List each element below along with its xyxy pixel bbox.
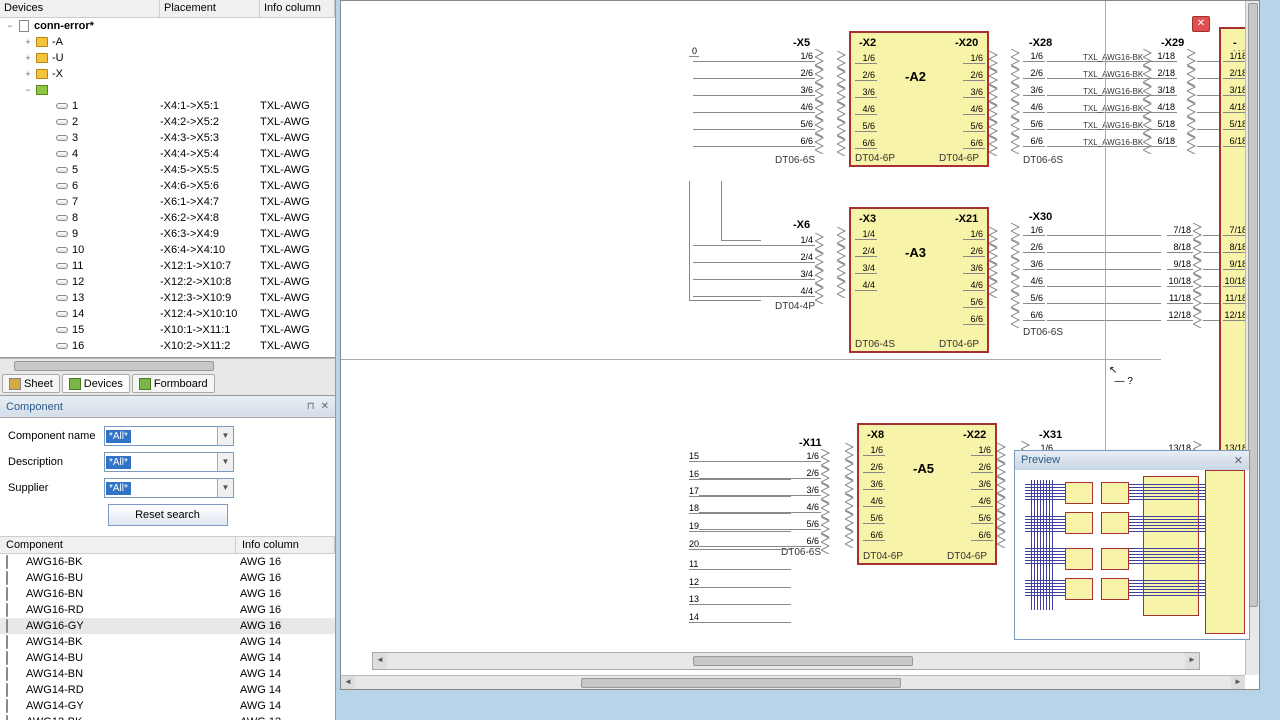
search-label: Component name [8, 430, 104, 442]
chevron-down-icon[interactable]: ▼ [217, 453, 233, 471]
tree-wire[interactable]: 7-X6:1->X4:7TXL-AWG [0, 194, 335, 210]
view-tabs: Sheet Devices Formboard [0, 372, 335, 396]
close-icon[interactable]: ✕ [321, 401, 329, 412]
component-panel-title: Component [6, 401, 63, 413]
tree-header: Devices Placement Info column [0, 0, 335, 18]
pin-icon[interactable]: ⊓ [307, 401, 315, 412]
component-row[interactable]: AWG14-BUAWG 14 [0, 650, 335, 666]
cursor-indicator: ↖ — ? [1109, 365, 1133, 387]
tree-wire[interactable]: 6-X4:6->X5:6TXL-AWG [0, 178, 335, 194]
tree-col-info[interactable]: Info column [260, 0, 335, 17]
tree-col-devices[interactable]: Devices [0, 0, 160, 17]
tree-wire[interactable]: 11-X12:1->X10:7TXL-AWG [0, 258, 335, 274]
component-panel-header: Component ⊓ ✕ [0, 396, 335, 418]
complist-col-info[interactable]: Info column [236, 537, 335, 553]
tree-wire[interactable]: 16-X10:2->X11:2TXL-AWG [0, 338, 335, 354]
tree-wire[interactable]: 3-X4:3->X5:3TXL-AWG [0, 130, 335, 146]
search-form: Component name*All*▼Description*All*▼Sup… [0, 418, 335, 536]
tree-wire[interactable]: 10-X6:4->X4:10TXL-AWG [0, 242, 335, 258]
component-row[interactable]: AWG14-GYAWG 14 [0, 698, 335, 714]
component-row[interactable]: AWG12-BKAWG 12 [0, 714, 335, 720]
tree-wires-node[interactable]: − [0, 82, 335, 98]
search-combo[interactable]: *All*▼ [104, 452, 234, 472]
search-label: Description [8, 456, 104, 468]
chevron-down-icon[interactable]: ▼ [217, 479, 233, 497]
tab-formboard[interactable]: Formboard [132, 374, 215, 393]
tab-sheet[interactable]: Sheet [2, 374, 60, 393]
tree-wire[interactable]: 1-X4:1->X5:1TXL-AWG [0, 98, 335, 114]
component-row[interactable]: AWG14-BNAWG 14 [0, 666, 335, 682]
tree-wire[interactable]: 8-X6:2->X4:8TXL-AWG [0, 210, 335, 226]
search-combo[interactable]: *All*▼ [104, 478, 234, 498]
component-row[interactable]: AWG14-RDAWG 14 [0, 682, 335, 698]
outer-hscroll[interactable]: ◄► [372, 652, 1200, 670]
preview-window[interactable]: Preview ✕ [1014, 450, 1250, 640]
search-row: Supplier*All*▼ [8, 478, 327, 498]
chevron-down-icon[interactable]: ▼ [217, 427, 233, 445]
component-row[interactable]: AWG16-BNAWG 16 [0, 586, 335, 602]
tree-wire[interactable]: 14-X12:4->X10:10TXL-AWG [0, 306, 335, 322]
tree-hscroll[interactable] [0, 358, 335, 372]
component-row[interactable]: AWG16-BKAWG 16 [0, 554, 335, 570]
search-row: Component name*All*▼ [8, 426, 327, 446]
search-label: Supplier [8, 482, 104, 494]
search-row: Description*All*▼ [8, 452, 327, 472]
tree-wire[interactable]: 13-X12:3->X10:9TXL-AWG [0, 290, 335, 306]
preview-title: Preview [1021, 454, 1060, 467]
window-close-icon[interactable]: ✕ [1192, 16, 1210, 32]
preview-header[interactable]: Preview ✕ [1015, 451, 1249, 470]
tree-wire[interactable]: 4-X4:4->X5:4TXL-AWG [0, 146, 335, 162]
tree-wire[interactable]: 2-X4:2->X5:2TXL-AWG [0, 114, 335, 130]
tree-wire[interactable]: 5-X4:5->X5:5TXL-AWG [0, 162, 335, 178]
tree-wire[interactable]: 12-X12:2->X10:8TXL-AWG [0, 274, 335, 290]
preview-body [1015, 470, 1249, 638]
tree-node[interactable]: +-A [0, 34, 335, 50]
tree-body[interactable]: −conn-error*+-A+-U+-X−1-X4:1->X5:1TXL-AW… [0, 18, 335, 358]
tab-devices[interactable]: Devices [62, 374, 130, 393]
component-row[interactable]: AWG16-RDAWG 16 [0, 602, 335, 618]
tree-wire[interactable]: 15-X10:1->X11:1TXL-AWG [0, 322, 335, 338]
complist-col-comp[interactable]: Component [0, 537, 236, 553]
preview-close-icon[interactable]: ✕ [1234, 454, 1243, 467]
canvas-hscroll[interactable]: ◄► [341, 675, 1245, 689]
tree-col-placement[interactable]: Placement [160, 0, 260, 17]
reset-search-button[interactable]: Reset search [108, 504, 228, 526]
search-combo[interactable]: *All*▼ [104, 426, 234, 446]
component-list[interactable]: AWG16-BKAWG 16AWG16-BUAWG 16AWG16-BNAWG … [0, 554, 335, 720]
component-row[interactable]: AWG14-BKAWG 14 [0, 634, 335, 650]
component-row[interactable]: AWG16-BUAWG 16 [0, 570, 335, 586]
left-panel: Devices Placement Info column −conn-erro… [0, 0, 336, 720]
component-row[interactable]: AWG16-GYAWG 16 [0, 618, 335, 634]
tree-root[interactable]: −conn-error* [0, 18, 335, 34]
tree-node[interactable]: +-U [0, 50, 335, 66]
tree-wire[interactable]: 9-X6:3->X4:9TXL-AWG [0, 226, 335, 242]
tree-node[interactable]: +-X [0, 66, 335, 82]
complist-header: Component Info column [0, 536, 335, 554]
